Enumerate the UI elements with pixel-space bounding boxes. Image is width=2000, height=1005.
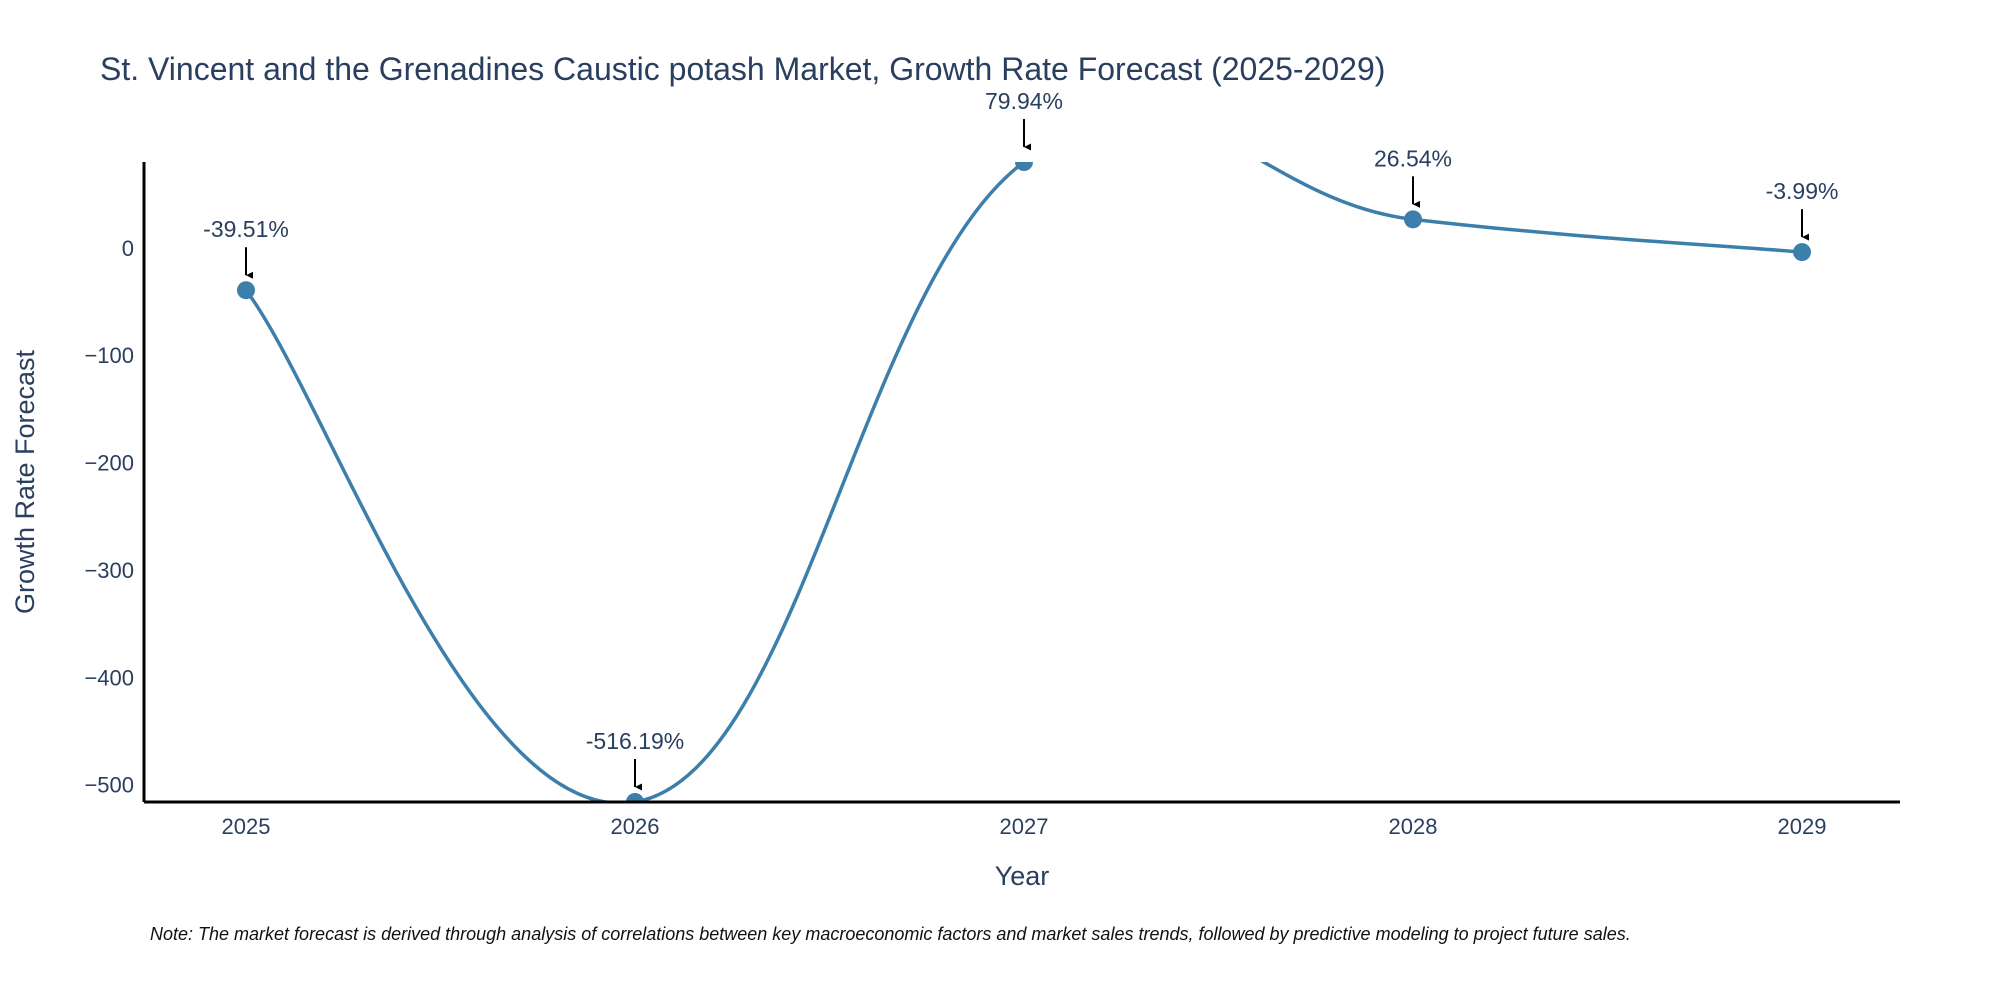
x-tick-label-2027: 2027 bbox=[1000, 814, 1049, 839]
plot-area: -39.51% -516.19% 79.94% 26.54% -3.99% bbox=[203, 88, 1839, 802]
x-tick-label-2029: 2029 bbox=[1778, 814, 1827, 839]
y-tick-label: −200 bbox=[84, 451, 134, 476]
data-point-2028 bbox=[1404, 210, 1422, 229]
data-point-2025 bbox=[237, 281, 255, 300]
x-tick-label-2028: 2028 bbox=[1389, 814, 1438, 839]
data-label-2029: -3.99% bbox=[1766, 178, 1839, 204]
y-tick-label: −300 bbox=[84, 558, 134, 583]
data-label-2026: -516.19% bbox=[586, 728, 684, 754]
x-tick-label-2025: 2025 bbox=[222, 814, 271, 839]
data-label-2027: 79.94% bbox=[985, 88, 1063, 114]
y-tick-label: −100 bbox=[84, 343, 134, 368]
data-label-2025: -39.51% bbox=[203, 216, 289, 242]
y-tick-label: −400 bbox=[84, 665, 134, 690]
y-tick-label: 0 bbox=[122, 236, 134, 261]
data-point-2027 bbox=[1015, 162, 1033, 171]
data-point-2026 bbox=[626, 793, 644, 802]
y-tick-label: −500 bbox=[84, 773, 134, 798]
data-point-2029 bbox=[1793, 243, 1811, 262]
axes: 0 −100 −200 −300 −400 −500 2025 2026 2027 2028 202… bbox=[84, 162, 1900, 839]
series-line bbox=[244, 162, 1803, 802]
footnote: Note: The market forecast is derived thr… bbox=[150, 924, 1631, 944]
data-label-2028: 26.54% bbox=[1374, 145, 1452, 171]
chart-title: St. Vincent and the Grenadines Caustic p… bbox=[100, 51, 1385, 87]
y-axis-title: Growth Rate Forecast bbox=[10, 349, 40, 614]
x-axis-title: Year bbox=[995, 861, 1050, 891]
x-tick-label-2026: 2026 bbox=[611, 814, 660, 839]
